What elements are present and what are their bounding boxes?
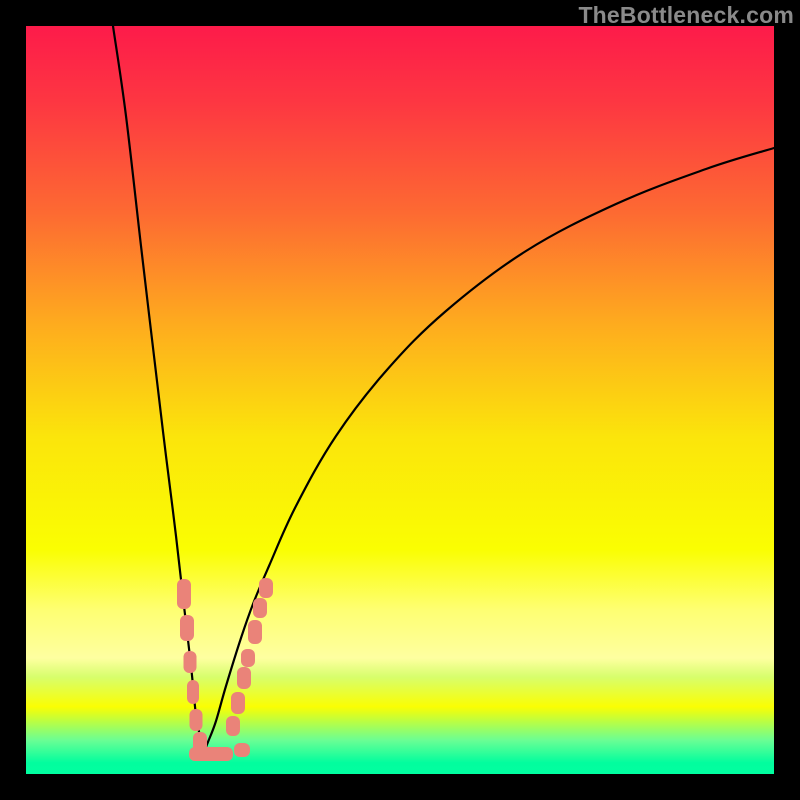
marker-point <box>259 578 273 598</box>
gradient-background <box>26 26 774 774</box>
marker-point <box>253 598 267 618</box>
plot-svg <box>26 26 774 774</box>
plot-area <box>26 26 774 774</box>
marker-point <box>241 649 255 667</box>
marker-point <box>189 747 233 761</box>
marker-point <box>231 692 245 714</box>
marker-point <box>248 620 262 644</box>
marker-point <box>180 615 194 641</box>
marker-point <box>226 716 240 736</box>
marker-point <box>184 651 197 673</box>
chart-root: TheBottleneck.com <box>0 0 800 800</box>
marker-point <box>177 579 191 609</box>
marker-point <box>237 667 251 689</box>
marker-point <box>187 680 199 704</box>
marker-point <box>190 709 203 731</box>
watermark-text: TheBottleneck.com <box>578 2 794 29</box>
marker-point <box>234 743 250 757</box>
